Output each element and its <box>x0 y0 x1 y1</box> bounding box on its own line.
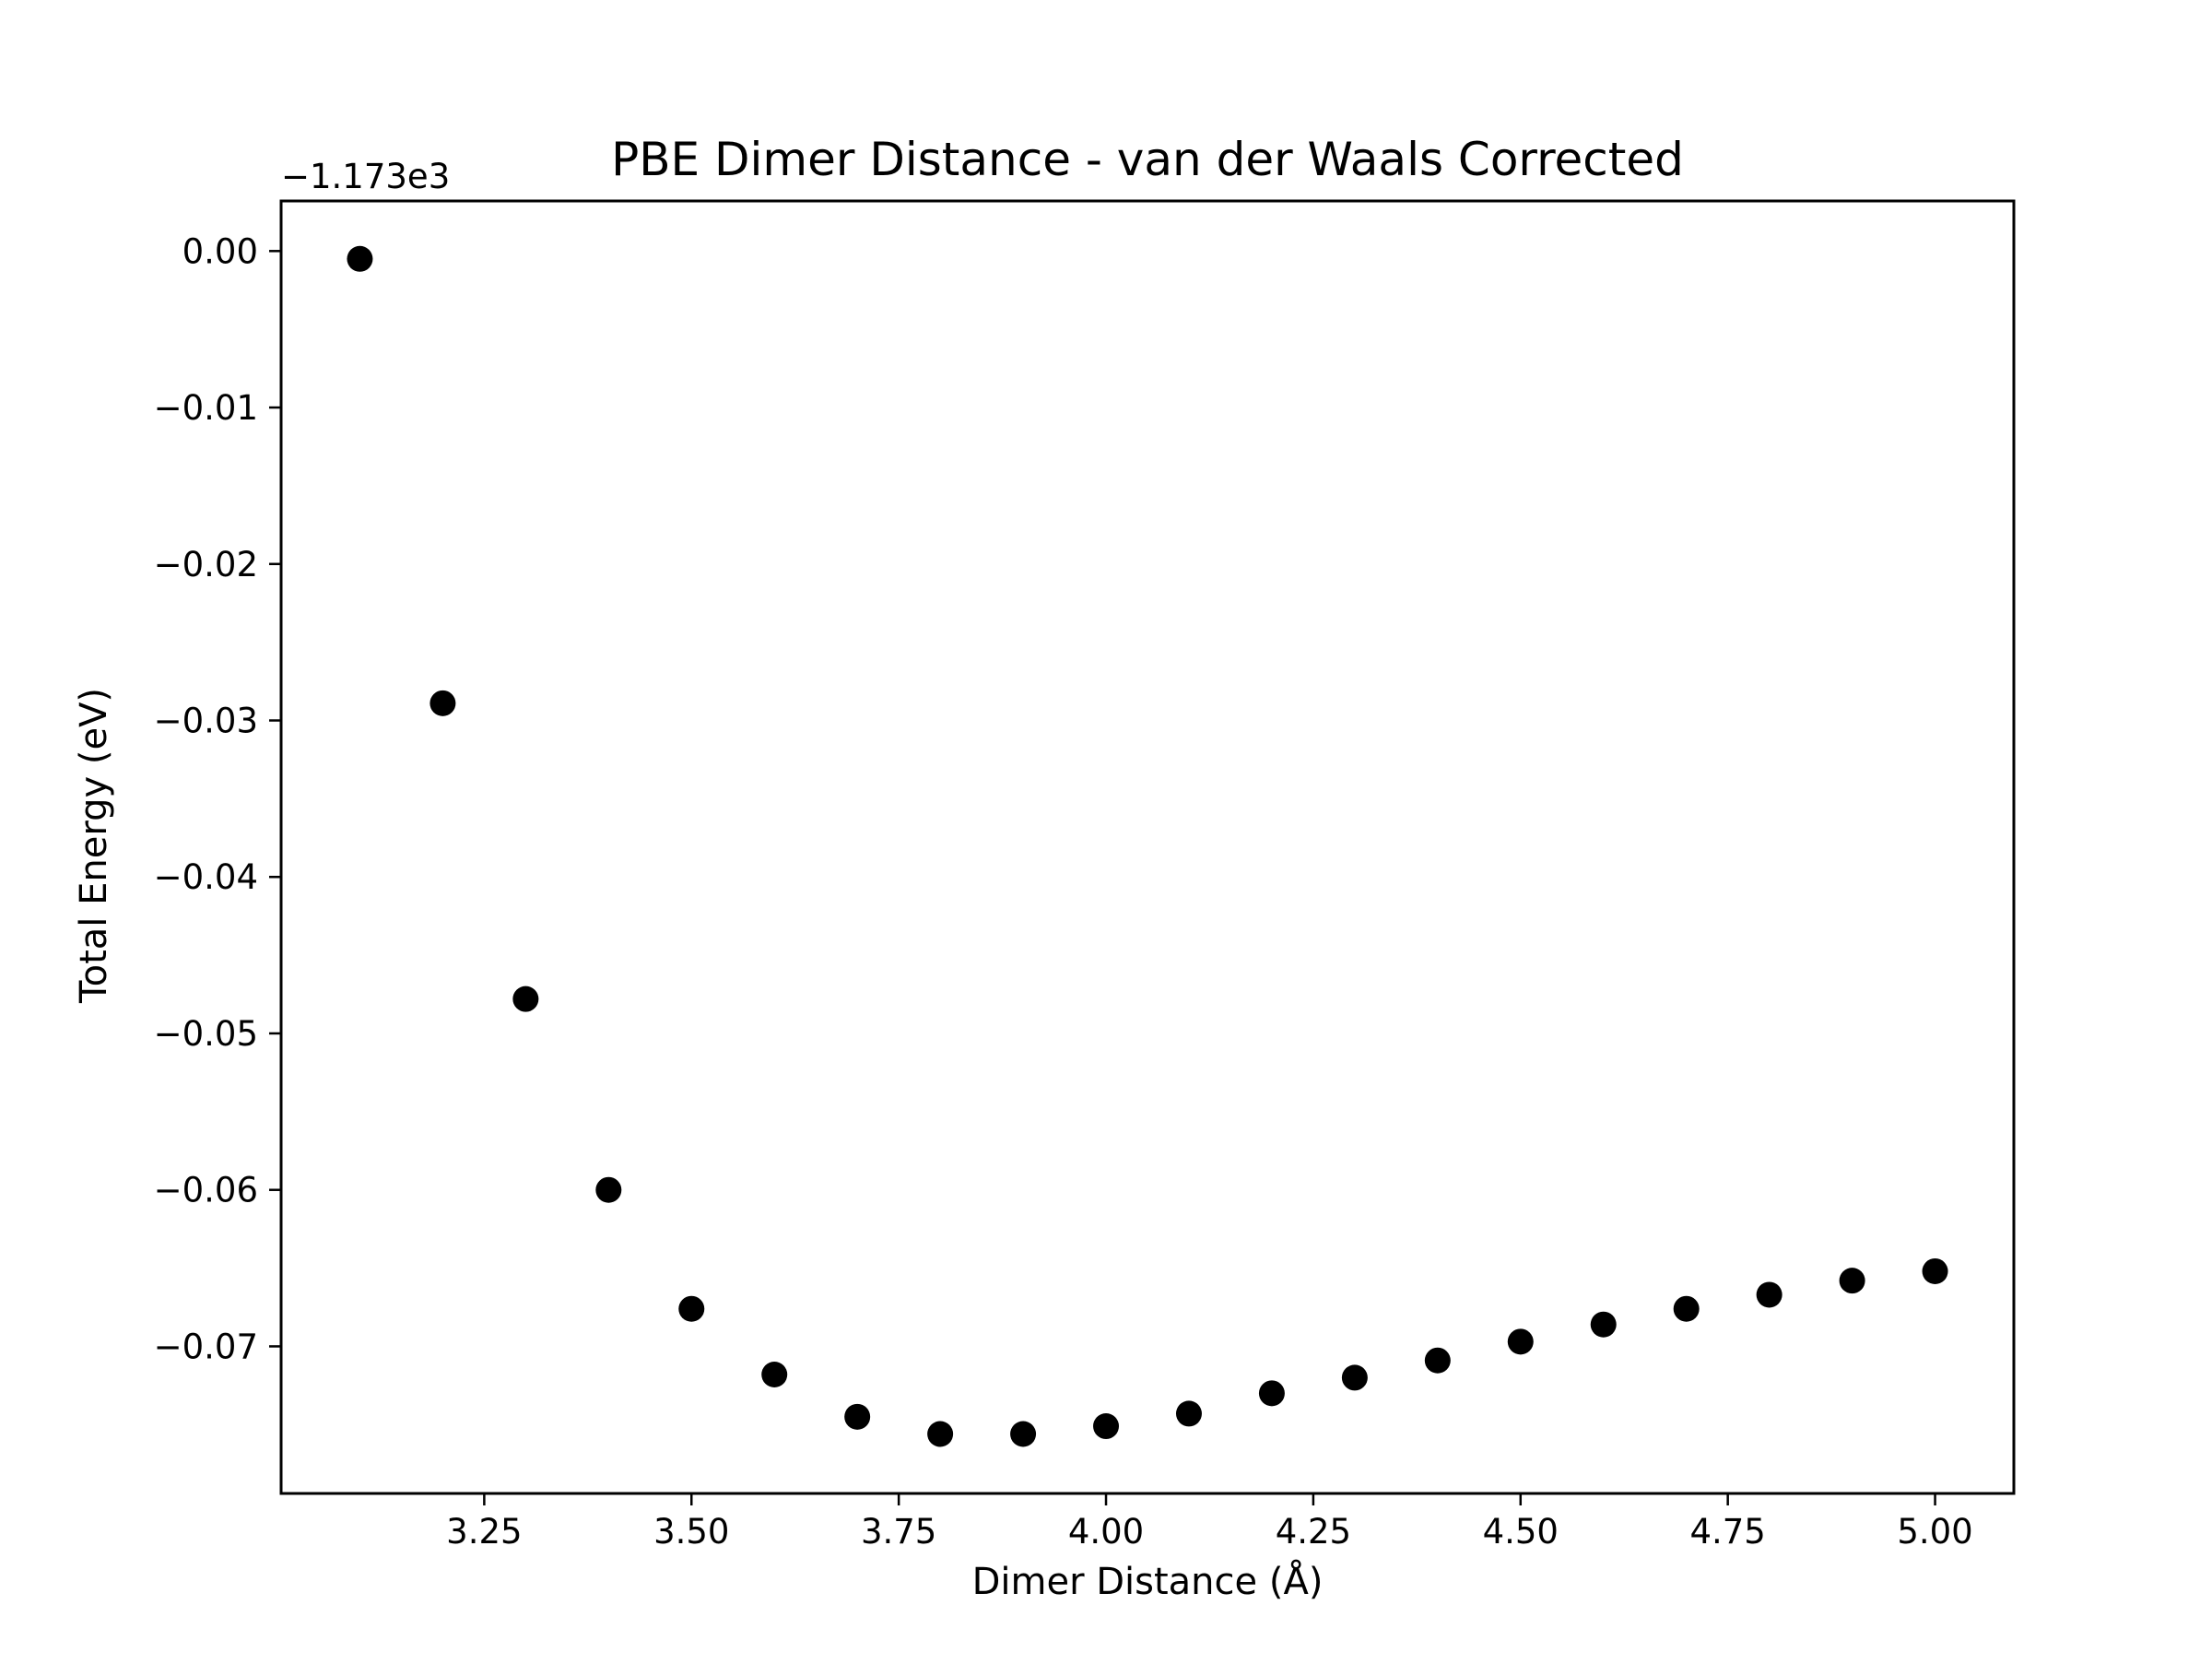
data-point <box>844 1403 871 1430</box>
y-tick-label: 0.00 <box>182 231 258 271</box>
y-tick-label: −0.02 <box>154 545 258 584</box>
data-point <box>595 1176 622 1203</box>
data-point <box>678 1295 705 1322</box>
plot-area-frame <box>279 199 2016 1495</box>
y-axis-label: Total Energy (eV) <box>73 688 115 1004</box>
x-tick-label: 4.00 <box>1068 1512 1144 1552</box>
y-tick-label: −0.03 <box>154 702 258 741</box>
data-point <box>1922 1257 1948 1284</box>
data-point <box>1507 1328 1534 1355</box>
x-tick-label: 4.75 <box>1689 1512 1765 1552</box>
y-axis-ticks: 0.00 −0.01 −0.02 −0.03 −0.04 −0.05 −0.06 −0.07 <box>154 231 281 1366</box>
x-tick-label: 3.75 <box>861 1512 936 1552</box>
data-point <box>1424 1347 1451 1374</box>
data-point <box>1258 1380 1285 1407</box>
x-tick-label: 5.00 <box>1897 1512 1972 1552</box>
data-point <box>1341 1364 1368 1391</box>
data-point <box>1175 1400 1202 1427</box>
data-point <box>512 985 539 1012</box>
data-point <box>927 1421 954 1447</box>
x-tick-label: 4.50 <box>1483 1512 1559 1552</box>
data-point <box>1010 1421 1037 1447</box>
x-tick-label: 4.25 <box>1276 1512 1351 1552</box>
y-tick-label: −0.06 <box>154 1171 258 1210</box>
y-tick-label: −0.04 <box>154 857 258 897</box>
x-tick-label: 3.50 <box>653 1512 729 1552</box>
y-tick-label: −0.07 <box>154 1327 258 1366</box>
y-tick-label: −0.05 <box>154 1014 258 1054</box>
y-tick-label: −0.01 <box>154 388 258 428</box>
data-point <box>1839 1268 1865 1294</box>
data-point <box>347 245 373 272</box>
x-axis-ticks: 3.25 3.50 3.75 4.00 4.25 4.50 4.75 5.00 <box>446 1493 1973 1552</box>
data-points <box>347 245 1948 1447</box>
data-point <box>1756 1281 1783 1308</box>
data-point <box>429 690 456 716</box>
x-axis-label: Dimer Distance (Å) <box>972 1559 1324 1603</box>
data-point <box>1590 1311 1617 1338</box>
data-point <box>1093 1413 1120 1440</box>
chart-title: PBE Dimer Distance - van der Waals Corre… <box>611 133 1684 186</box>
x-tick-label: 3.25 <box>446 1512 522 1552</box>
data-point <box>761 1362 788 1388</box>
y-axis-offset-label: −1.173e3 <box>281 157 450 196</box>
data-point <box>1673 1295 1700 1322</box>
